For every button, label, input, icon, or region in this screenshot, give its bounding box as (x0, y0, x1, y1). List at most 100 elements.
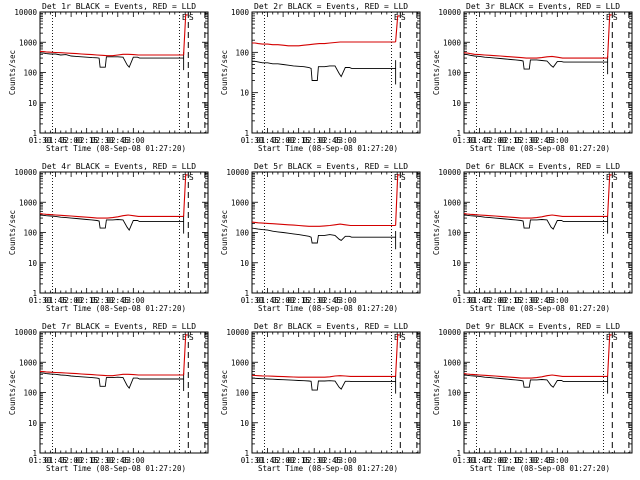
y-tick-label: 10 (28, 419, 38, 428)
x-tick-label: 01:30 (241, 136, 264, 145)
lld-end-rise (183, 174, 188, 217)
marker-label-s: S (401, 333, 406, 342)
x-tick-label: 03:00 (334, 456, 357, 465)
x-tick-label: 01:45 (468, 456, 491, 465)
plot-frame (463, 171, 633, 294)
marker-label-e: E (394, 173, 399, 182)
x-tick-label: 02:30 (91, 456, 114, 465)
x-tick-label: 02:15 (75, 136, 98, 145)
marker-label-e: E (394, 13, 399, 22)
x-tick-label: 03:00 (122, 296, 145, 305)
x-tick-label: 02:30 (515, 136, 538, 145)
x-tick-label: 01:45 (256, 296, 279, 305)
panel-title: Det 8r BLACK = Events, RED = LLD (254, 322, 408, 331)
y-tick-label: 10000 (226, 168, 249, 177)
marker-label-s: S (613, 333, 618, 342)
plot-frame (463, 331, 633, 454)
x-tick-label: 01:30 (453, 296, 476, 305)
y-tick-label: 100 (447, 229, 461, 238)
x-axis-label: Start Time (08-Sep-08 01:27:20) (470, 144, 610, 153)
y-tick-label: 1000 (231, 358, 250, 367)
x-tick-label: 01:45 (44, 136, 67, 145)
marker-label-s: S (401, 13, 406, 22)
lld-line (252, 41, 396, 47)
x-tick-label: 02:45 (318, 456, 341, 465)
y-tick-label: 1 (456, 129, 461, 138)
x-tick-label: 02:00 (484, 136, 507, 145)
y-tick-label: 10 (452, 259, 462, 268)
x-tick-label: 01:45 (256, 136, 279, 145)
y-tick-label: 10000 (14, 8, 37, 17)
y-tick-label: 10 (240, 259, 250, 268)
x-tick-label: 02:00 (272, 296, 295, 305)
plot-frame (39, 11, 209, 134)
y-tick-label: 1 (32, 129, 37, 138)
x-axis-label: Start Time (08-Sep-08 01:27:20) (258, 464, 398, 473)
x-tick-label: 02:30 (91, 296, 114, 305)
panel-title: Det 5r BLACK = Events, RED = LLD (254, 162, 408, 171)
lld-end-rise (607, 174, 612, 217)
x-tick-label: 02:15 (287, 296, 310, 305)
x-tick-label: 02:00 (272, 136, 295, 145)
lld-end-rise (395, 15, 400, 43)
y-axis-label: Counts/sec (432, 50, 441, 95)
panel-title: Det 3r BLACK = Events, RED = LLD (466, 2, 620, 11)
marker-label-s: S (189, 333, 194, 342)
marker-label-e: E (606, 13, 611, 22)
panel-title: Det 6r BLACK = Events, RED = LLD (466, 162, 620, 171)
marker-label-e: E (606, 173, 611, 182)
x-tick-label: 02:00 (484, 456, 507, 465)
lld-line (39, 50, 184, 57)
marker-label-e: E (394, 333, 399, 342)
marker-label-e: E (182, 13, 187, 22)
x-axis-label: Start Time (08-Sep-08 01:27:20) (258, 144, 398, 153)
y-tick-label: 100 (235, 229, 249, 238)
x-tick-label: 02:30 (303, 456, 326, 465)
plot-frame (39, 171, 209, 294)
y-axis-label: Counts/sec (220, 50, 229, 95)
lld-end-rise (395, 174, 400, 226)
x-tick-label: 02:30 (515, 296, 538, 305)
x-tick-label: 02:15 (499, 136, 522, 145)
plot-frame (39, 331, 209, 454)
y-axis-label: Counts/sec (220, 370, 229, 415)
y-tick-label: 1000 (231, 198, 250, 207)
y-tick-label: 1 (32, 289, 37, 298)
x-tick-label: 02:00 (484, 296, 507, 305)
marker-label-s: S (189, 13, 194, 22)
x-tick-label: 02:00 (272, 456, 295, 465)
x-tick-label: 03:00 (546, 136, 569, 145)
events-line (251, 377, 396, 407)
x-axis-label: Start Time (08-Sep-08 01:27:20) (470, 464, 610, 473)
x-tick-label: 02:45 (318, 136, 341, 145)
plot-frame (251, 11, 421, 134)
x-tick-label: 02:15 (287, 456, 310, 465)
lld-end-rise (395, 334, 400, 377)
y-axis-label: Counts/sec (8, 210, 17, 255)
x-tick-label: 02:15 (287, 136, 310, 145)
lld-end-rise (607, 334, 612, 377)
y-tick-label: 10 (240, 419, 250, 428)
lld-end-rise (607, 14, 612, 59)
y-tick-label: 1 (456, 449, 461, 458)
y-tick-label: 10000 (438, 168, 461, 177)
y-axis-label: Counts/sec (432, 210, 441, 255)
events-line (39, 372, 184, 407)
x-tick-label: 02:45 (106, 456, 129, 465)
y-tick-label: 1000 (443, 38, 462, 47)
panel-title: Det 2r BLACK = Events, RED = LLD (254, 2, 408, 11)
x-tick-label: 03:00 (546, 296, 569, 305)
y-tick-label: 100 (447, 69, 461, 78)
lld-line (463, 52, 608, 59)
events-line (463, 53, 608, 87)
y-tick-label: 10000 (14, 168, 37, 177)
x-tick-label: 02:00 (60, 456, 83, 465)
marker-label-e: E (182, 173, 187, 182)
lld-end-rise (183, 334, 188, 376)
plot-frame (463, 11, 633, 134)
x-tick-label: 01:30 (29, 456, 52, 465)
y-tick-label: 10 (28, 99, 38, 108)
x-tick-label: 01:30 (29, 136, 52, 145)
events-line (463, 214, 608, 247)
